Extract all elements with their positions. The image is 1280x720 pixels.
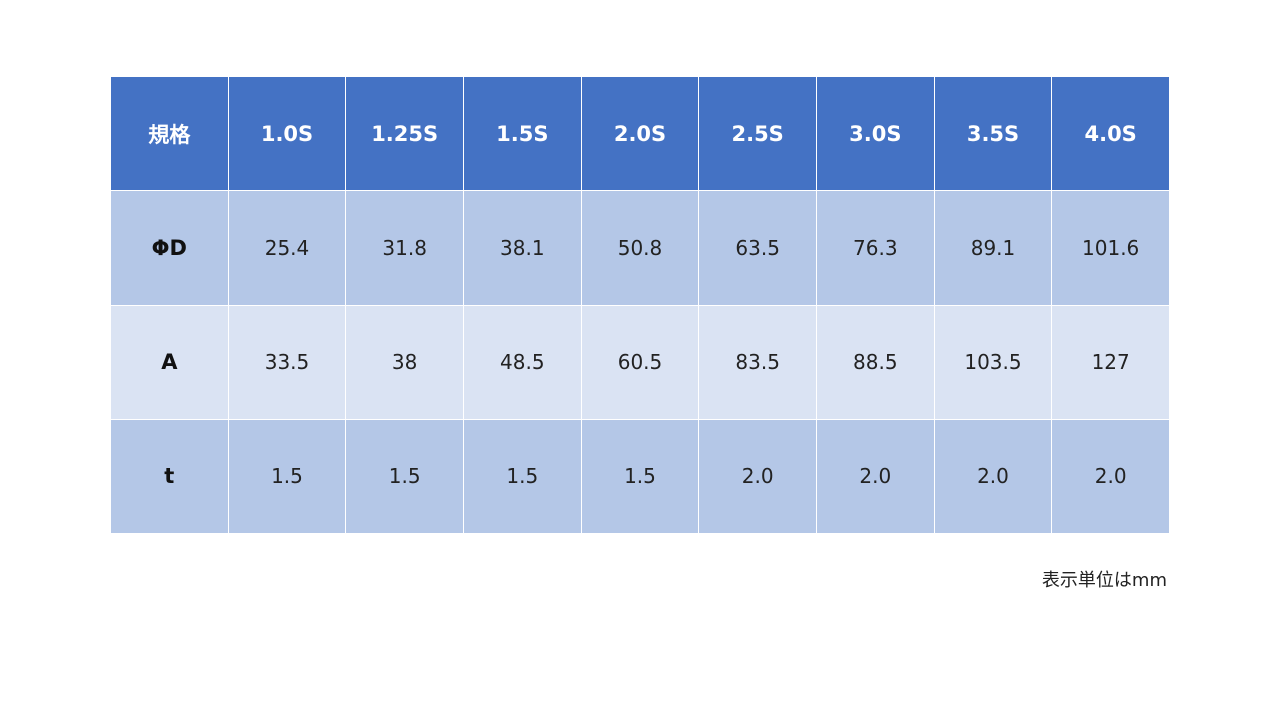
row-header: A <box>111 305 228 419</box>
value-cell: 89.1 <box>934 191 1052 305</box>
row-header: ΦD <box>111 191 228 305</box>
value-cell: 76.3 <box>816 191 934 305</box>
header-cell: 2.5S <box>699 77 816 191</box>
value-cell: 127 <box>1052 305 1169 419</box>
value-cell: 48.5 <box>463 305 581 419</box>
value-cell: 60.5 <box>581 305 699 419</box>
value-cell: 83.5 <box>699 305 816 419</box>
value-cell: 2.0 <box>934 419 1052 533</box>
value-cell: 63.5 <box>699 191 816 305</box>
value-cell: 2.0 <box>699 419 816 533</box>
value-cell: 1.5 <box>346 419 463 533</box>
value-cell: 38.1 <box>463 191 581 305</box>
value-cell: 88.5 <box>816 305 934 419</box>
value-cell: 33.5 <box>228 305 346 419</box>
spec-table: 規格 1.0S 1.25S 1.5S 2.0S 2.5S 3.0S 3.5S 4.0S ΦD 25.… <box>111 77 1169 533</box>
header-cell: 4.0S <box>1052 77 1169 191</box>
value-cell: 2.0 <box>816 419 934 533</box>
value-cell: 50.8 <box>581 191 699 305</box>
value-cell: 38 <box>346 305 463 419</box>
value-cell: 1.5 <box>228 419 346 533</box>
header-cell: 3.0S <box>816 77 934 191</box>
value-cell: 103.5 <box>934 305 1052 419</box>
header-cell: 1.25S <box>346 77 463 191</box>
header-cell: 3.5S <box>934 77 1052 191</box>
row-header: t <box>111 419 228 533</box>
header-cell: 1.5S <box>463 77 581 191</box>
value-cell: 1.5 <box>463 419 581 533</box>
unit-note: 表示単位はmm <box>1041 570 1167 591</box>
value-cell: 31.8 <box>346 191 463 305</box>
header-cell: 2.0S <box>581 77 699 191</box>
value-cell: 1.5 <box>581 419 699 533</box>
header-cell: 規格 <box>111 77 228 191</box>
value-cell: 2.0 <box>1052 419 1169 533</box>
value-cell: 101.6 <box>1052 191 1169 305</box>
value-cell: 25.4 <box>228 191 346 305</box>
header-cell: 1.0S <box>228 77 346 191</box>
